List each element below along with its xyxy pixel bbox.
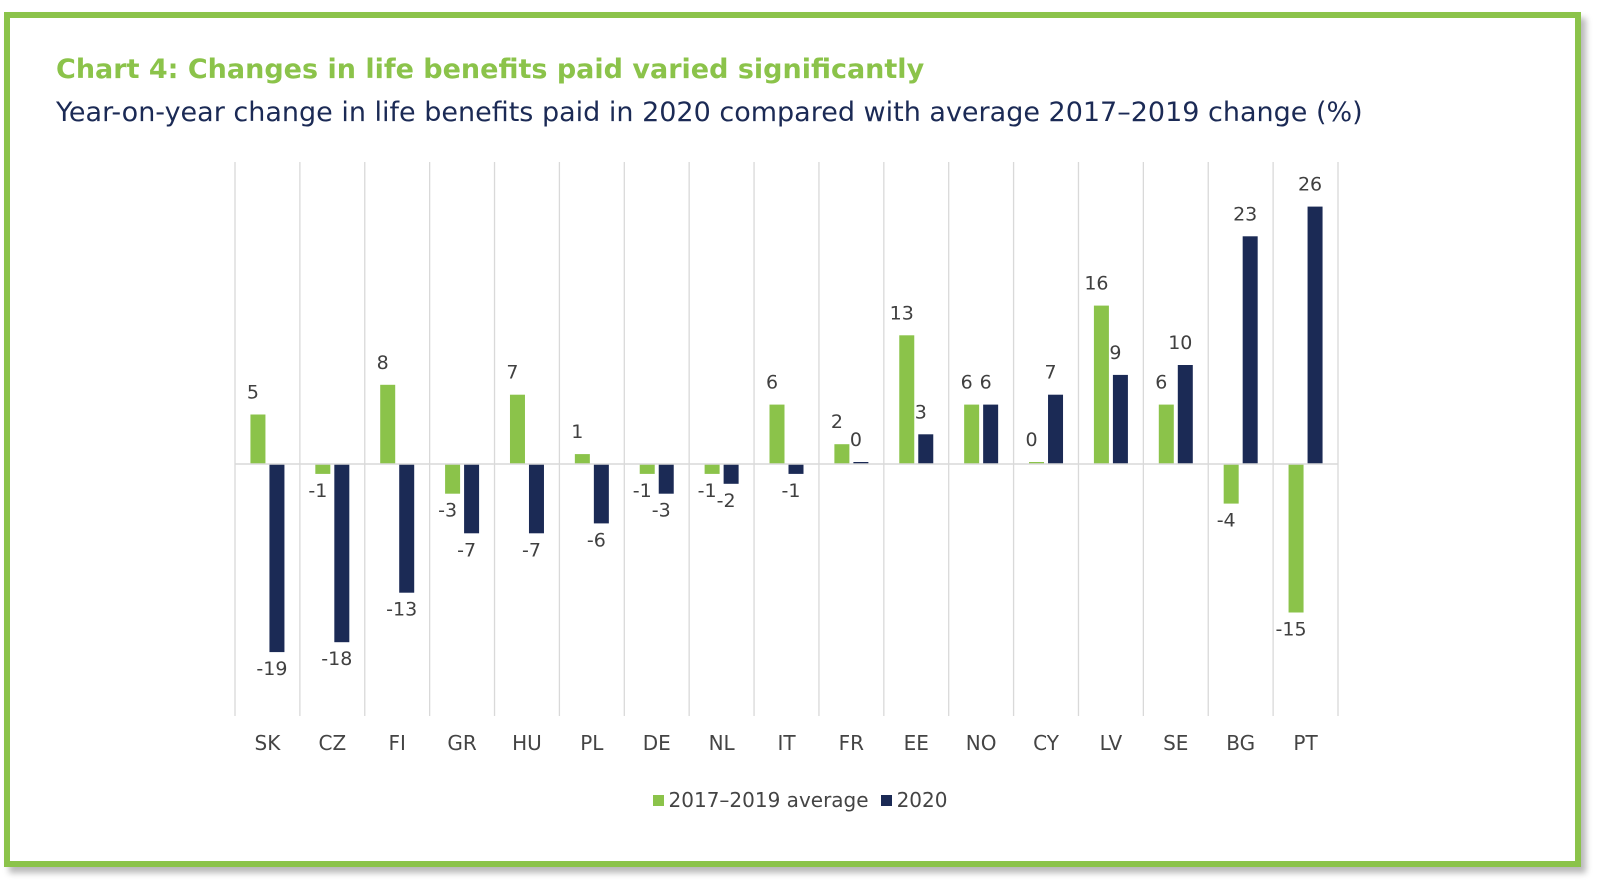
data-label: -1 <box>782 480 801 502</box>
data-label: 3 <box>915 401 927 423</box>
data-label: 13 <box>890 302 914 324</box>
data-label: -3 <box>438 500 457 522</box>
data-label: -19 <box>256 658 287 680</box>
x-tick-label: IT <box>777 731 796 755</box>
legend-swatch-series-2 <box>880 794 892 806</box>
bar-cy-series-1 <box>1029 462 1045 464</box>
data-label: 1 <box>571 421 583 443</box>
data-label: 0 <box>1025 429 1037 451</box>
legend-item-series-2: 2020 <box>880 788 948 812</box>
bar-it-series-1 <box>769 404 785 464</box>
data-label: -7 <box>522 539 541 561</box>
bar-hu-series-1 <box>509 394 525 464</box>
chart-title: Chart 4: Changes in life benefits paid v… <box>56 54 925 85</box>
bar-gr-series-2 <box>464 464 480 534</box>
data-label: 0 <box>850 429 862 451</box>
bar-se-series-1 <box>1158 404 1174 464</box>
bar-gr-series-1 <box>445 464 461 494</box>
x-tick-label: FI <box>389 731 406 755</box>
legend-item-series-1: 2017–2019 average <box>652 788 869 812</box>
data-label: -6 <box>587 529 606 551</box>
data-label: 23 <box>1233 203 1257 225</box>
bar-lv-series-1 <box>1093 305 1109 464</box>
bar-it-series-2 <box>788 464 804 474</box>
bar-hu-series-2 <box>528 464 544 534</box>
bar-pt-series-2 <box>1307 206 1323 464</box>
x-tick-label: LV <box>1100 731 1123 755</box>
data-label: 10 <box>1168 332 1192 354</box>
data-label: 7 <box>506 362 518 384</box>
legend: 2017–2019 average 2020 <box>0 788 1600 812</box>
data-label: 9 <box>1109 342 1121 364</box>
data-label: 8 <box>377 352 389 374</box>
data-label: 6 <box>766 372 778 394</box>
x-tick-label: DE <box>643 731 671 755</box>
data-label: -1 <box>698 480 717 502</box>
chart-subtitle: Year-on-year change in life benefits pai… <box>56 97 1363 128</box>
bar-cz-series-1 <box>315 464 331 474</box>
bar-fi-series-2 <box>399 464 415 593</box>
bar-pt-series-1 <box>1288 464 1304 613</box>
bar-ee-series-2 <box>918 434 934 464</box>
data-label: -18 <box>321 648 352 670</box>
bar-pl-series-1 <box>574 454 590 464</box>
x-tick-label: GR <box>447 731 476 755</box>
data-label: -15 <box>1276 619 1307 641</box>
data-label: -4 <box>1217 510 1236 532</box>
bar-bg-series-2 <box>1242 236 1258 464</box>
x-tick-label: BG <box>1226 731 1255 755</box>
x-tick-label: NL <box>709 731 736 755</box>
bar-no-series-2 <box>983 404 999 464</box>
data-label: 6 <box>1155 372 1167 394</box>
bar-ee-series-1 <box>899 335 915 464</box>
bar-fr-series-2 <box>853 462 869 464</box>
bar-lv-series-2 <box>1112 374 1128 464</box>
x-tick-label: CZ <box>318 731 346 755</box>
data-label: 16 <box>1084 273 1108 295</box>
bar-se-series-2 <box>1177 365 1193 464</box>
x-tick-label: CY <box>1033 731 1060 755</box>
x-tick-label: EE <box>904 731 929 755</box>
x-tick-label: SK <box>255 731 282 755</box>
bar-sk-series-1 <box>250 414 266 464</box>
data-label: -3 <box>652 500 671 522</box>
bar-cy-series-2 <box>1048 394 1064 464</box>
data-label: 6 <box>961 372 973 394</box>
x-tick-label: PL <box>580 731 604 755</box>
bar-de-series-2 <box>658 464 674 494</box>
bar-pl-series-2 <box>593 464 609 524</box>
legend-label-series-2: 2020 <box>896 788 948 812</box>
legend-label-series-1: 2017–2019 average <box>668 788 869 812</box>
x-tick-label: SE <box>1163 731 1188 755</box>
data-label: 26 <box>1298 174 1322 196</box>
x-tick-label: NO <box>966 731 997 755</box>
data-label: 6 <box>980 372 992 394</box>
legend-swatch-series-1 <box>652 794 664 806</box>
bar-cz-series-2 <box>334 464 350 643</box>
data-label: -7 <box>457 539 476 561</box>
data-label: -1 <box>308 480 327 502</box>
bar-de-series-1 <box>639 464 655 474</box>
bar-nl-series-2 <box>723 464 739 484</box>
x-tick-label: FR <box>839 731 865 755</box>
x-tick-label: PT <box>1293 731 1318 755</box>
data-label: 2 <box>831 411 843 433</box>
bar-fi-series-1 <box>380 384 396 464</box>
data-label: -2 <box>717 490 736 512</box>
x-tick-label: HU <box>512 731 542 755</box>
bar-sk-series-2 <box>269 464 285 653</box>
data-label: -1 <box>633 480 652 502</box>
bar-bg-series-1 <box>1223 464 1239 504</box>
bar-fr-series-1 <box>834 444 850 464</box>
data-label: -13 <box>386 599 417 621</box>
bar-no-series-1 <box>964 404 980 464</box>
data-label: 7 <box>1044 362 1056 384</box>
bar-nl-series-1 <box>704 464 720 474</box>
data-label: 5 <box>247 382 259 404</box>
